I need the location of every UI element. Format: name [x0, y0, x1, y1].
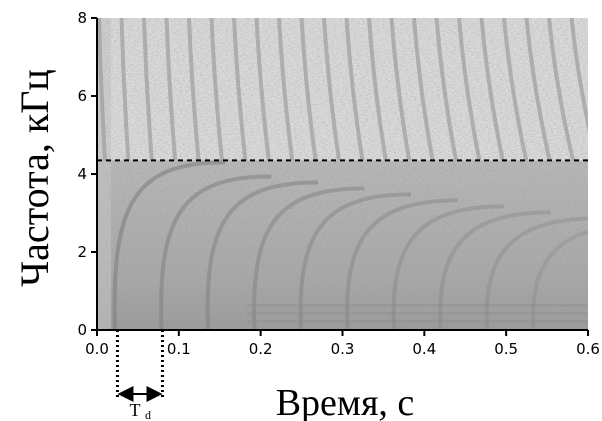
- x-tick-label: 0.4: [412, 340, 436, 358]
- plot-area: [97, 18, 588, 330]
- y-tick-label: 8: [77, 9, 87, 27]
- noise: [97, 18, 588, 330]
- x-axis-label: Время, с: [276, 382, 415, 421]
- x-tick-label: 0.0: [85, 340, 109, 358]
- y-tick-label: 6: [77, 87, 87, 105]
- td-label: T: [129, 400, 140, 420]
- y-tick-label: 4: [77, 165, 87, 183]
- y-tick-label: 2: [77, 243, 87, 261]
- x-tick-label: 0.3: [331, 340, 355, 358]
- y-axis-label: Частота, кГц: [12, 69, 57, 287]
- x-tick-label: 0.2: [249, 340, 273, 358]
- y-tick-label: 0: [77, 321, 87, 339]
- x-tick-label: 0.1: [167, 340, 191, 358]
- x-tick-label: 0.6: [576, 340, 600, 358]
- td-subscript: d: [145, 408, 151, 421]
- x-tick-label: 0.5: [494, 340, 518, 358]
